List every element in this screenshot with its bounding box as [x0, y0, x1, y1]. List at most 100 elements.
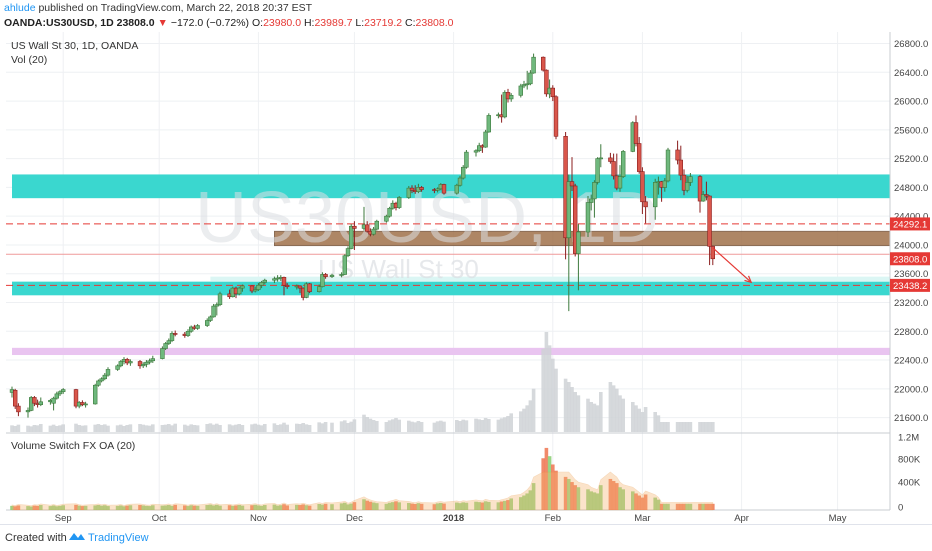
- oscillator-bar: [99, 505, 104, 510]
- candle-down: [281, 277, 287, 286]
- volume-bar: [275, 425, 280, 432]
- down-arrow-icon: ▼: [157, 17, 168, 29]
- close-value: 23808.0: [415, 17, 454, 29]
- oscillator-bar: [304, 505, 309, 510]
- candle-down: [249, 285, 255, 292]
- volume-bar: [183, 424, 187, 432]
- volume-bar: [528, 400, 533, 432]
- candle-up: [150, 358, 155, 362]
- candle-up: [51, 397, 56, 404]
- oscillator-bar: [29, 506, 33, 510]
- time-tick-label: May: [829, 513, 847, 524]
- candle-down: [550, 87, 556, 98]
- oscillator-bar: [365, 500, 369, 510]
- volume-bar: [634, 405, 638, 432]
- volume-bar: [138, 424, 142, 432]
- price-chart[interactable]: US30USD, 1D US Wall St 30 26800.0 26400.0…: [0, 32, 932, 524]
- author-link[interactable]: ahlude: [4, 2, 36, 14]
- oscillator-bar: [711, 503, 715, 510]
- oscillator-bar: [503, 500, 507, 510]
- oscillator-bar: [509, 498, 513, 510]
- candle-up: [460, 166, 466, 179]
- candle-up: [588, 198, 594, 203]
- oscillator-legend-title: Volume Switch FX OA (20): [11, 440, 135, 452]
- candle-up: [259, 282, 264, 286]
- volume-bar: [352, 419, 357, 432]
- candle-down: [710, 246, 716, 260]
- volume-bar: [250, 424, 254, 432]
- candle-up: [102, 374, 108, 380]
- volume-bar: [435, 421, 440, 432]
- oscillator-bar: [80, 506, 85, 510]
- price-label-box: [890, 278, 930, 292]
- oscillator-bar: [707, 503, 712, 510]
- tradingview-link[interactable]: TradingView: [88, 532, 149, 544]
- volume-bar: [675, 422, 680, 432]
- symbol-label[interactable]: OANDA:US30USD, 1D: [4, 17, 114, 29]
- candle-down: [544, 69, 549, 95]
- volume-bar: [711, 422, 715, 432]
- oscillator-bar: [698, 503, 702, 510]
- oscillator-bar: [666, 503, 670, 510]
- oscillator-bar: [320, 504, 325, 510]
- volume-bar: [464, 420, 469, 432]
- volume-bar: [240, 425, 245, 432]
- candle-up: [169, 333, 175, 341]
- oscillator-bar: [499, 501, 504, 510]
- candle-up: [483, 131, 488, 148]
- oscillator-bar: [352, 502, 357, 510]
- volume-bar: [218, 425, 222, 432]
- oscillator-bar: [442, 503, 446, 510]
- candle-down: [125, 359, 130, 364]
- oscillator-bar: [170, 505, 174, 510]
- oscillator-bar: [32, 505, 37, 510]
- candle-up: [25, 410, 31, 413]
- volume-bar: [499, 418, 504, 432]
- candle-up: [464, 151, 469, 168]
- main-legend-title: US Wall St 30, 1D, OANDA: [11, 40, 138, 52]
- volume-bar: [384, 422, 389, 432]
- volume-bar: [80, 425, 85, 432]
- volume-bar: [567, 382, 571, 432]
- candle-up: [160, 348, 165, 359]
- price-tick-label: 24800.0: [894, 183, 928, 194]
- candle-up: [217, 293, 223, 305]
- price-axis[interactable]: 26800.0 26400.0 26000.0 25600.0 25200.0 24800…: [889, 32, 928, 514]
- oscillator-bar: [48, 506, 53, 510]
- oscillator-bar: [26, 506, 30, 510]
- volume-bar: [231, 425, 235, 432]
- candle-down: [307, 283, 312, 293]
- volume-bar: [173, 423, 177, 432]
- price-labels: 24292.1 23808.0 23438.2: [890, 217, 930, 292]
- price-change: −172.0 (−0.72%): [170, 17, 250, 29]
- volume-bar: [170, 425, 174, 432]
- volume-bar: [541, 348, 545, 432]
- oscillator-bar: [432, 504, 437, 510]
- volume-bar: [707, 422, 712, 432]
- volume-bar: [442, 421, 446, 432]
- time-axis[interactable]: Sep Oct Nov Dec 2018 Feb Mar Apr May: [55, 513, 847, 524]
- volume-bar: [688, 422, 693, 432]
- oscillator-bar: [474, 501, 478, 510]
- candle-up: [476, 145, 482, 152]
- price-label-text: 24292.1: [893, 219, 927, 230]
- price-tick-label: 24400.0: [894, 212, 928, 223]
- price-tick-label: 22400.0: [894, 356, 928, 367]
- open-label: O:: [251, 17, 264, 29]
- oscillator-area: [11, 471, 714, 511]
- candle-down: [409, 187, 415, 191]
- oscillator-bar: [259, 505, 264, 510]
- oscillator-bar: [119, 505, 123, 510]
- candle-up: [93, 384, 98, 405]
- candle-up: [60, 389, 66, 393]
- oscillator-bar: [183, 505, 187, 510]
- volume-tick-label: 800K: [898, 455, 921, 466]
- oscillator-bar: [35, 505, 40, 510]
- oscillator-bar: [323, 503, 328, 510]
- oscillator-bar: [544, 447, 549, 510]
- volume-bar: [554, 368, 558, 432]
- oscillator-bar: [682, 503, 686, 510]
- projection-arrow-head: [744, 275, 753, 284]
- oscillator-bar: [643, 494, 648, 510]
- candle-down: [80, 402, 85, 405]
